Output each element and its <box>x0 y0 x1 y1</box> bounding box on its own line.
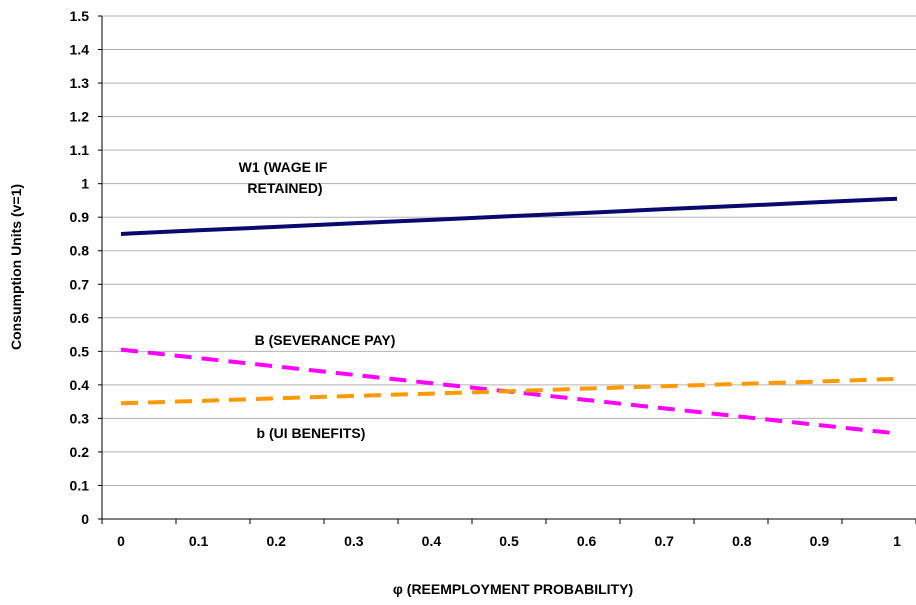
x-axis-title: φ (REEMPLOYMENT PROBABILITY) <box>393 581 633 597</box>
y-tick-label: 0.2 <box>70 444 90 460</box>
tick-labels: 0 0.1 0.2 0.3 0.4 0.5 0.6 0.7 0.8 0.9 1 1.1 1.2 1.3 1.… <box>70 8 902 549</box>
annotation-ui-benefits: b (UI BENEFITS) <box>257 425 366 441</box>
y-tick-label: 0.4 <box>70 377 90 393</box>
y-tick-label: 0.8 <box>70 243 90 259</box>
series-line-w1 <box>120 196 898 236</box>
y-tick-label: 1.1 <box>70 142 90 158</box>
series-line-b <box>120 376 898 406</box>
y-tick-label: 0.9 <box>70 209 90 225</box>
y-tick-label: 0 <box>81 511 89 527</box>
x-tick-label: 0.1 <box>189 533 209 549</box>
x-tick-label: 0.4 <box>422 533 442 549</box>
grid-lines <box>102 15 916 486</box>
x-tick-label: 0.6 <box>577 533 597 549</box>
y-axis-title: Consumption Units (v=1) <box>8 184 24 350</box>
y-tick-label: 0.6 <box>70 310 90 326</box>
x-tick-label: 0.9 <box>810 533 830 549</box>
x-tick-label: 0.2 <box>266 533 286 549</box>
x-tick-label: 0.3 <box>344 533 364 549</box>
x-tick-label: 0.5 <box>499 533 519 549</box>
y-tick-label: 0.3 <box>70 410 90 426</box>
axes <box>98 15 916 524</box>
annotation-severance-pay: B (SEVERANCE PAY) <box>255 332 396 348</box>
annotation-w1-line1: W1 (WAGE IF <box>239 159 328 175</box>
x-tick-label: 0 <box>117 533 125 549</box>
y-tick-label: 1.5 <box>70 8 90 24</box>
annotation-w1-line2: RETAINED) <box>247 180 322 196</box>
y-tick-label: 0.5 <box>70 343 90 359</box>
y-tick-label: 1.3 <box>70 75 90 91</box>
x-tick-label: 0.8 <box>732 533 752 549</box>
x-tick-label: 1 <box>893 533 901 549</box>
series-lines <box>120 196 898 436</box>
y-tick-label: 0.1 <box>70 477 90 493</box>
y-tick-label: 1.2 <box>70 109 90 125</box>
x-tick-label: 0.7 <box>654 533 674 549</box>
y-tick-label: 0.7 <box>70 276 90 292</box>
y-tick-label: 1.4 <box>70 42 90 58</box>
y-tick-label: 1 <box>81 176 89 192</box>
